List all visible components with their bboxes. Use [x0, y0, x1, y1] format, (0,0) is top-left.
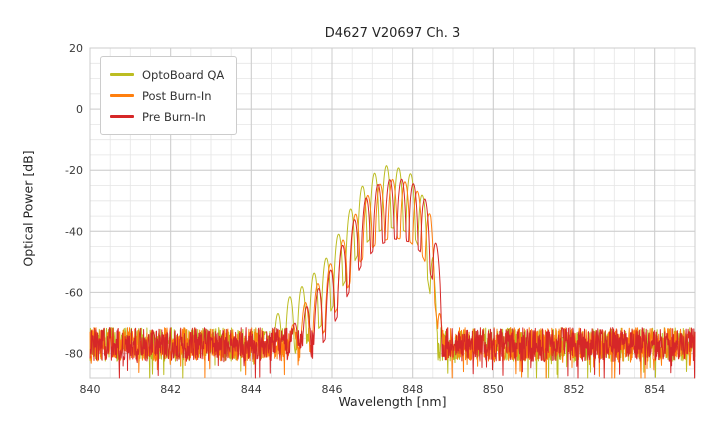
y-tick-label: 0: [76, 103, 83, 116]
y-tick-label: -40: [65, 225, 83, 238]
x-axis-label: Wavelength [nm]: [338, 394, 447, 409]
x-tick-label: 848: [402, 383, 423, 396]
legend-item-optoboard-qa: OptoBoard QA: [110, 64, 224, 85]
legend-item-pre-burn-in: Pre Burn-In: [110, 106, 224, 127]
legend-swatch-pre-burn-in: [110, 115, 134, 118]
x-tick-label: 850: [483, 383, 504, 396]
legend-swatch-post-burn-in: [110, 94, 134, 97]
plot-border: [89, 47, 696, 379]
x-tick-label: 844: [241, 383, 262, 396]
legend-label-post-burn-in: Post Burn-In: [142, 88, 212, 103]
legend-label-optoboard-qa: OptoBoard QA: [142, 67, 225, 82]
y-axis-label: Optical Power [dB]: [20, 150, 36, 267]
legend: OptoBoard QA Post Burn-In Pre Burn-In: [100, 56, 238, 135]
legend-label-pre-burn-in: Pre Burn-In: [142, 109, 206, 124]
x-tick-label: 852: [564, 383, 585, 396]
x-tick-label: 854: [644, 383, 665, 396]
legend-item-post-burn-in: Post Burn-In: [110, 85, 224, 106]
y-tick-label: -80: [65, 348, 83, 361]
y-tick-label: -20: [65, 164, 83, 177]
series-line-2: [89, 178, 696, 379]
x-tick-label: 842: [160, 383, 181, 396]
legend-swatch-optoboard-qa: [110, 73, 134, 76]
chart-title: D4627 V20697 Ch. 3: [324, 26, 461, 41]
x-tick-label: 840: [80, 383, 101, 396]
y-tick-label: 20: [69, 42, 83, 55]
y-tick-label: -60: [65, 286, 83, 299]
x-tick-label: 846: [322, 383, 343, 396]
